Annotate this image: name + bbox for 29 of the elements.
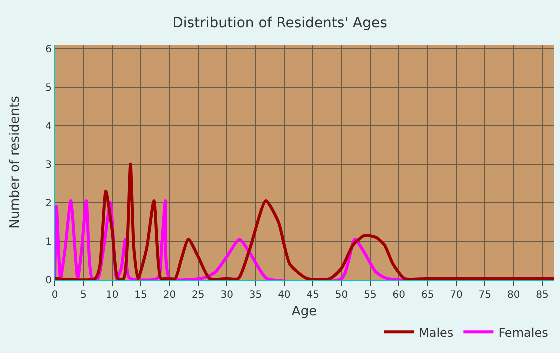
y-axis-title: Number of residents <box>8 96 23 229</box>
x-tick-label: 85 <box>536 290 549 301</box>
x-tick-label: 75 <box>478 290 492 301</box>
y-tick-label: 5 <box>46 82 52 94</box>
x-tick-label: 40 <box>278 290 291 301</box>
legend-label: Females <box>498 326 548 340</box>
x-tick-label: 5 <box>80 290 87 301</box>
x-tick-label: 55 <box>364 290 377 301</box>
y-tick-label: 4 <box>46 121 52 132</box>
x-axis-title: Age <box>292 304 318 320</box>
x-tick-label: 15 <box>134 290 148 301</box>
x-tick-label: 25 <box>192 290 205 301</box>
y-tick-label: 0 <box>46 276 52 286</box>
chart-title: Distribution of Residents' Ages <box>172 15 388 32</box>
x-tick-label: 20 <box>163 290 176 301</box>
x-tick-label: 35 <box>249 290 262 301</box>
y-tick-label: 3 <box>46 160 52 171</box>
x-tick-label: 50 <box>335 290 348 301</box>
y-tick-label: 1 <box>46 236 52 248</box>
x-tick-label: 60 <box>392 290 406 301</box>
x-tick-label: 30 <box>220 290 234 301</box>
x-tick-label: 80 <box>507 290 520 301</box>
x-tick-label: 65 <box>421 290 434 301</box>
x-tick-label: 70 <box>450 290 463 301</box>
y-tick-label: 6 <box>46 44 52 56</box>
y-tick-label: 2 <box>46 198 52 210</box>
x-tick-label: 10 <box>106 290 119 301</box>
legend-label: Males <box>419 326 454 340</box>
x-tick-label: 45 <box>306 290 320 301</box>
